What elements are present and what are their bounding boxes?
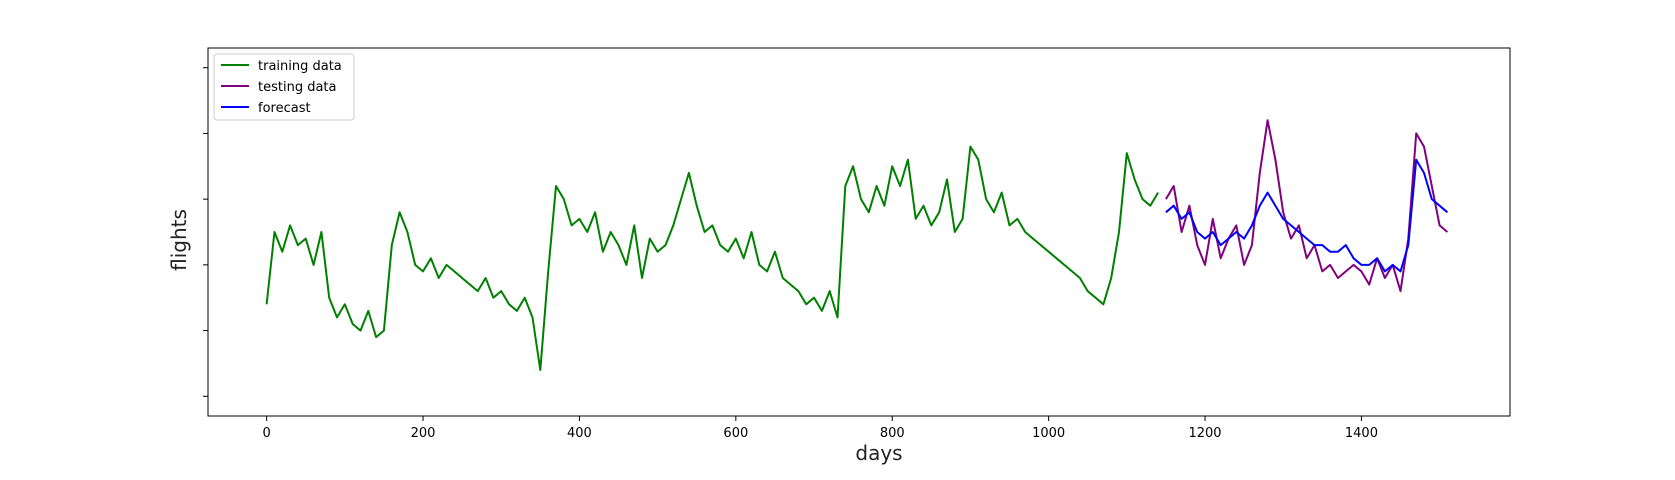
y-axis-ticks <box>203 67 208 397</box>
x-tick-label: 1400 <box>1345 426 1378 441</box>
x-tick-label: 200 <box>411 426 436 441</box>
x-tick-label: 400 <box>567 426 592 441</box>
x-tick-label: 0 <box>263 426 271 441</box>
series-line-training-data <box>265 145 1159 371</box>
plot-lines <box>265 119 1449 371</box>
legend: training data testing data forecast <box>213 53 355 121</box>
x-tick-label: 600 <box>723 426 748 441</box>
x-tick-label: 1200 <box>1188 426 1221 441</box>
x-tick-label: 1000 <box>1032 426 1065 441</box>
x-tick-label: 800 <box>880 426 905 441</box>
x-axis-label: days <box>855 441 902 465</box>
series-line-forecast <box>1165 158 1449 273</box>
plot-frame <box>207 47 1511 417</box>
x-axis-ticks: 0 200 400 600 800 1000 1200 1400 <box>263 416 1378 441</box>
legend-label-training: training data <box>258 59 342 74</box>
legend-label-forecast: forecast <box>258 101 311 116</box>
legend-label-testing: testing data <box>258 80 336 95</box>
y-axis-label: flights <box>167 209 191 271</box>
legend-box <box>213 53 355 121</box>
series-line-testing-data <box>1165 119 1449 293</box>
